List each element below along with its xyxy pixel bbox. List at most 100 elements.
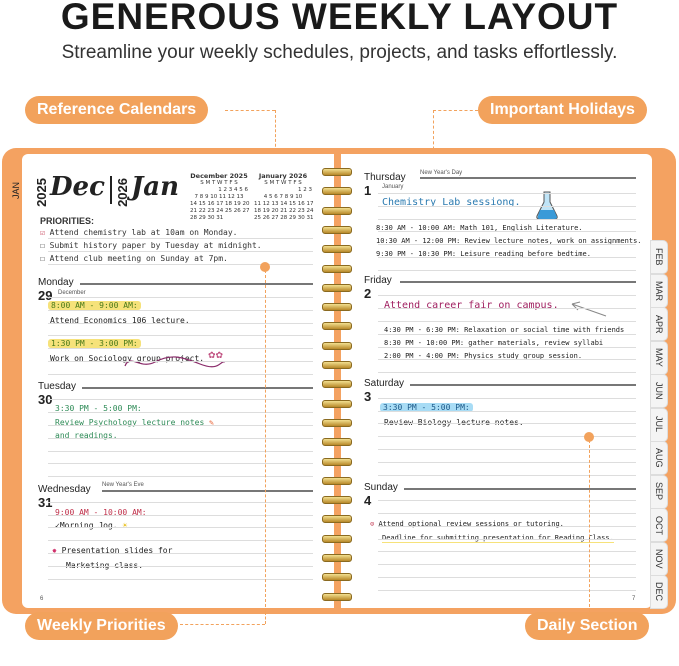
ruled-line xyxy=(48,361,313,362)
ruled-line xyxy=(378,372,636,374)
tab-dec[interactable]: DEC xyxy=(650,575,668,609)
ruled-line xyxy=(378,461,636,463)
ruled-line xyxy=(378,538,636,540)
day-divider xyxy=(400,281,636,283)
ruled-line xyxy=(378,513,636,514)
ruled-line xyxy=(48,437,313,439)
tab-mar[interactable]: MAR xyxy=(650,273,668,308)
spiral-ring xyxy=(322,418,352,427)
ruled-line xyxy=(48,578,313,580)
priority-text: Attend club meeting on Sunday at 7pm. xyxy=(49,254,228,263)
entry: Review Biology lecture notes. xyxy=(384,418,524,427)
spiral-ring xyxy=(322,225,352,234)
ruled-line xyxy=(48,335,313,337)
day-divider xyxy=(80,283,313,285)
entry-time: 9:00 AM - 10:00 AM: xyxy=(55,508,147,517)
holiday-label: New Year's Day xyxy=(420,170,463,176)
calendar-title: January 2026 xyxy=(258,172,308,180)
ruled-line xyxy=(378,346,636,348)
entry-text: Attend optional review sessions or tutor… xyxy=(378,520,564,528)
ruled-line xyxy=(48,553,313,554)
checkbox[interactable]: ☐ xyxy=(40,241,45,250)
ruled-line xyxy=(378,244,636,246)
mini-calendar-january: January 2026 S M T W T F S 1 2 3 4 5 6 7… xyxy=(254,172,314,222)
tab-jan[interactable]: JAN xyxy=(11,181,21,199)
tab-may[interactable]: MAY xyxy=(650,340,668,375)
day-name: Wednesday xyxy=(38,484,91,495)
ruled-line xyxy=(378,193,636,194)
ruled-line xyxy=(378,551,636,553)
day-name: Sunday xyxy=(364,482,398,493)
ruled-line xyxy=(378,577,636,578)
ruled-line xyxy=(48,425,313,426)
holiday-label: New Year's Eve xyxy=(102,482,144,488)
month-label: December xyxy=(58,290,86,296)
day-name: Monday xyxy=(38,277,74,288)
ruled-line xyxy=(48,450,313,452)
callout-reference-calendars: Reference Calendars xyxy=(25,96,209,124)
ruled-line xyxy=(378,321,636,322)
weekdays: S M T W T F S xyxy=(264,180,302,186)
tab-nov[interactable]: NOV xyxy=(650,541,668,576)
callout-weekly-priorities: Weekly Priorities xyxy=(25,612,178,640)
connector xyxy=(225,110,275,111)
page-number: 6 xyxy=(40,596,44,602)
month-dec: Dec xyxy=(50,172,105,202)
ruled-line xyxy=(378,359,636,361)
priority-item[interactable]: ☐ Submit history paper by Tuesday at mid… xyxy=(40,241,262,250)
priority-item[interactable]: ☑ Attend chemistry lab at 10am on Monday… xyxy=(40,228,238,237)
entry-time: 3:30 PM - 5:00 PM: xyxy=(55,404,142,413)
ruled-line xyxy=(48,514,313,516)
left-page xyxy=(22,154,334,608)
ruled-line xyxy=(48,297,313,298)
tab-apr[interactable]: APR xyxy=(650,307,668,341)
connector xyxy=(433,110,478,111)
entry-text: Presentation slides for xyxy=(61,546,173,555)
ruled-line xyxy=(48,309,313,311)
subtitle: Streamline your weekly schedules, projec… xyxy=(61,42,618,63)
ruled-line xyxy=(378,449,636,450)
ruled-line xyxy=(378,231,636,233)
ruled-line xyxy=(378,500,636,502)
tab-oct[interactable]: OCT xyxy=(650,508,668,542)
tab-jul[interactable]: JUL xyxy=(650,407,668,442)
checkbox[interactable]: ☐ xyxy=(40,254,45,263)
sun-icon: ☀ xyxy=(122,521,128,530)
ruled-line xyxy=(378,205,636,207)
day-number: 1 xyxy=(364,183,372,198)
spiral-ring xyxy=(322,515,352,524)
tab-aug[interactable]: AUG xyxy=(650,441,668,475)
callout-dot xyxy=(260,262,270,272)
spiral-ring xyxy=(322,534,352,543)
entry: 2:00 PM - 4:00 PM: Physics study group s… xyxy=(384,352,583,360)
priority-item[interactable]: ☐ Attend club meeting on Sunday at 7pm. xyxy=(40,254,228,263)
day-divider xyxy=(410,384,636,386)
week-row: 25 26 27 28 29 30 31 xyxy=(254,215,314,221)
day-divider xyxy=(82,387,313,389)
spiral-ring xyxy=(322,476,352,485)
callout-dot xyxy=(584,432,594,442)
ruled-line xyxy=(48,527,313,529)
ruled-line xyxy=(48,373,313,375)
entry: ✓Morning Jog. ☀ xyxy=(55,521,127,530)
tab-feb[interactable]: FEB xyxy=(650,240,668,274)
day-number: 2 xyxy=(364,286,372,301)
entry-text: Review Psychology lecture notes xyxy=(55,418,205,427)
page-title: GENEROUS WEEKLY LAYOUT xyxy=(60,0,619,37)
ruled-line xyxy=(48,565,313,567)
connector xyxy=(265,270,266,612)
entry: Attend career fair on campus. xyxy=(384,300,559,311)
ruled-line xyxy=(378,257,636,258)
ruled-line xyxy=(378,525,636,527)
ruled-line xyxy=(48,501,313,503)
spiral-ring xyxy=(322,361,352,369)
time-highlight: 3:30 PM - 5:00 PM: xyxy=(380,403,473,412)
entry: Chemistry Lab sessiong. xyxy=(382,197,521,208)
priority-text: Submit history paper by Tuesday at midni… xyxy=(49,241,262,250)
checkbox-checked[interactable]: ☑ xyxy=(40,228,45,237)
ruled-line xyxy=(378,269,636,271)
tab-sep[interactable]: SEP xyxy=(650,474,668,509)
spiral-ring xyxy=(322,341,352,350)
mini-calendar-december: December 2025 S M T W T F S 1 2 3 4 5 6 … xyxy=(190,173,249,222)
tab-jun[interactable]: JUN xyxy=(650,374,668,408)
